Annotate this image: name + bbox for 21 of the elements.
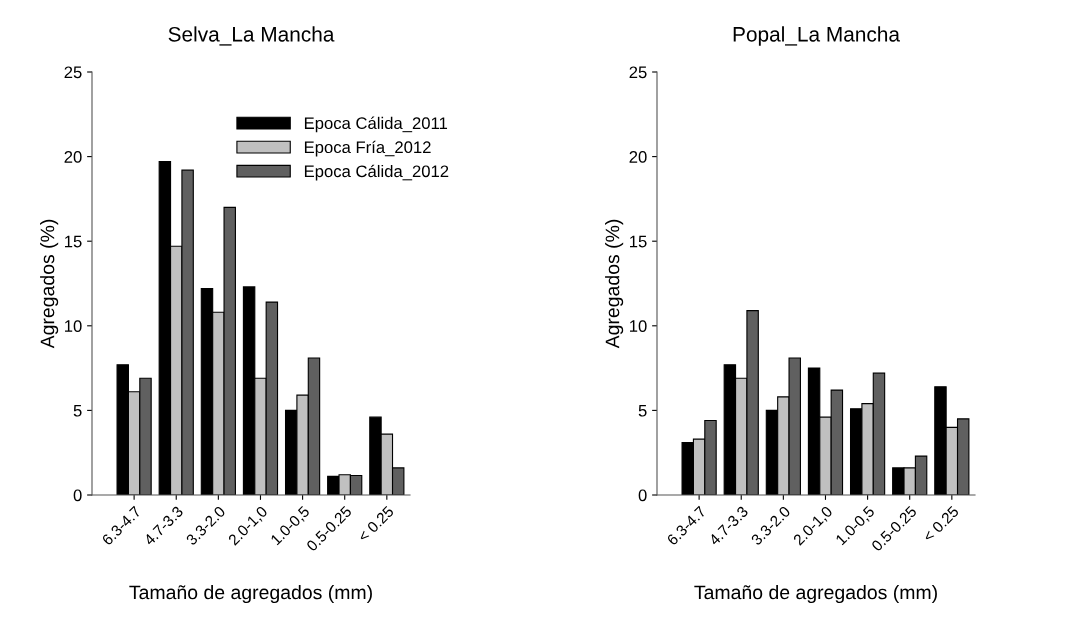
y-tick-label: 0: [73, 489, 82, 502]
y-tick-label: 10: [630, 320, 647, 332]
y-tick-label: 15: [65, 235, 82, 248]
chart-title: Selva_La Mancha: [168, 26, 335, 46]
legend-label: Epoca Cálida_2012: [304, 164, 449, 181]
y-tick-label: 25: [629, 66, 647, 79]
legend-label: Epoca Cálida_2011: [304, 116, 448, 133]
y-axis-title: Agregados (%): [605, 219, 624, 349]
y-tick-label: 20: [629, 151, 647, 163]
y-axis-title: Agregados (%): [40, 219, 59, 349]
y-tick-label: 25: [64, 66, 82, 79]
y-tick-label: 10: [65, 320, 82, 332]
x-axis-title: Tamaño de agregados (mm): [694, 584, 937, 604]
x-axis-title: Tamaño de agregados (mm): [129, 584, 372, 604]
y-tick-label: 20: [64, 151, 82, 163]
y-tick-label: 5: [73, 404, 82, 417]
y-tick-label: 5: [638, 404, 647, 417]
y-tick-label: 15: [630, 235, 647, 248]
chart-title: Popal_La Mancha: [733, 26, 900, 46]
y-tick-label: 0: [638, 489, 647, 502]
legend-label: Epoca Fría_2012: [304, 140, 431, 157]
